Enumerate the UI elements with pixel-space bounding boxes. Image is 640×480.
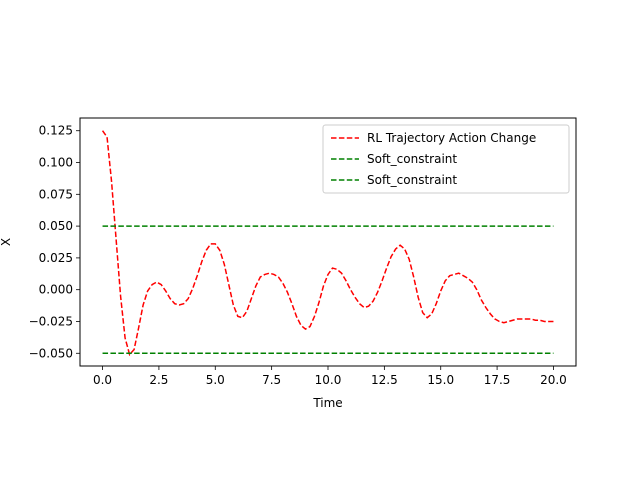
y-tick-label: 0.000 [39,283,73,297]
y-tick-label: 0.025 [39,251,73,265]
x-tick-label: 17.5 [484,373,511,387]
y-tick-label: 0.100 [39,156,73,170]
y-tick-label: −0.025 [29,314,73,328]
x-tick-label: 12.5 [371,373,398,387]
y-tick-label: 0.125 [39,124,73,138]
legend-entry: Soft_constraint [367,152,457,166]
x-tick-label: 10.0 [315,373,342,387]
x-tick-label: 20.0 [540,373,567,387]
y-tick-label: 0.075 [39,187,73,201]
legend-entry: Soft_constraint [367,173,457,187]
y-axis-label: X [0,238,13,246]
legend: RL Trajectory Action Change Soft_constrai… [322,124,570,194]
y-tick-label: −0.050 [29,346,73,360]
x-tick-label: 7.5 [262,373,281,387]
series-layer [101,130,554,357]
series-line-0 [101,130,554,357]
x-tick-label: 2.5 [149,373,168,387]
legend-box [322,124,570,194]
x-axis-label: Time [312,396,342,410]
legend-entry: RL Trajectory Action Change [367,131,536,145]
x-axis: 0.0 2.5 5.0 7.5 10.0 12.5 15.0 17.5 20.0 [93,366,567,387]
y-axis: −0.050 −0.025 0.000 0.025 0.050 0.075 0.100 0.1… [29,124,80,360]
x-tick-label: 15.0 [427,373,454,387]
y-tick-label: 0.050 [39,219,73,233]
x-tick-label: 5.0 [206,373,225,387]
x-tick-label: 0.0 [93,373,112,387]
